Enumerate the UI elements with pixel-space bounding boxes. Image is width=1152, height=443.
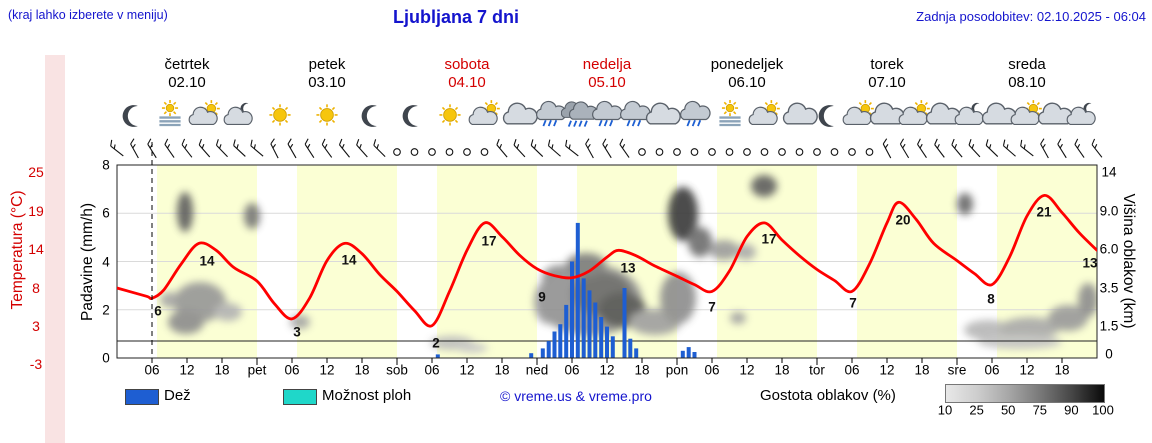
last-update-text: Zadnja posodobitev: 02.10.2025 - 06:04: [916, 9, 1146, 24]
temperature-curve: [117, 194, 1097, 328]
showers-legend-swatch: [283, 389, 317, 405]
menu-hint: (kraj lahko izberete v meniju): [8, 8, 168, 22]
wind-row: [110, 138, 1103, 159]
showers-legend-label: Možnost ploh: [322, 387, 412, 404]
credit-link[interactable]: © vreme.us & vreme.pro: [500, 388, 652, 404]
rain-legend-label: Dež: [164, 387, 191, 404]
x-axis-ticks: [151, 358, 1063, 365]
page-title: Ljubljana 7 dni: [392, 7, 520, 27]
temperature-axis-strip: [45, 55, 65, 443]
cloud-density-label: Gostota oblakov (%): [760, 387, 896, 404]
rain-bars: [435, 222, 697, 358]
rain-legend-swatch: [125, 389, 159, 405]
cloud-density-scale: [945, 384, 1105, 403]
